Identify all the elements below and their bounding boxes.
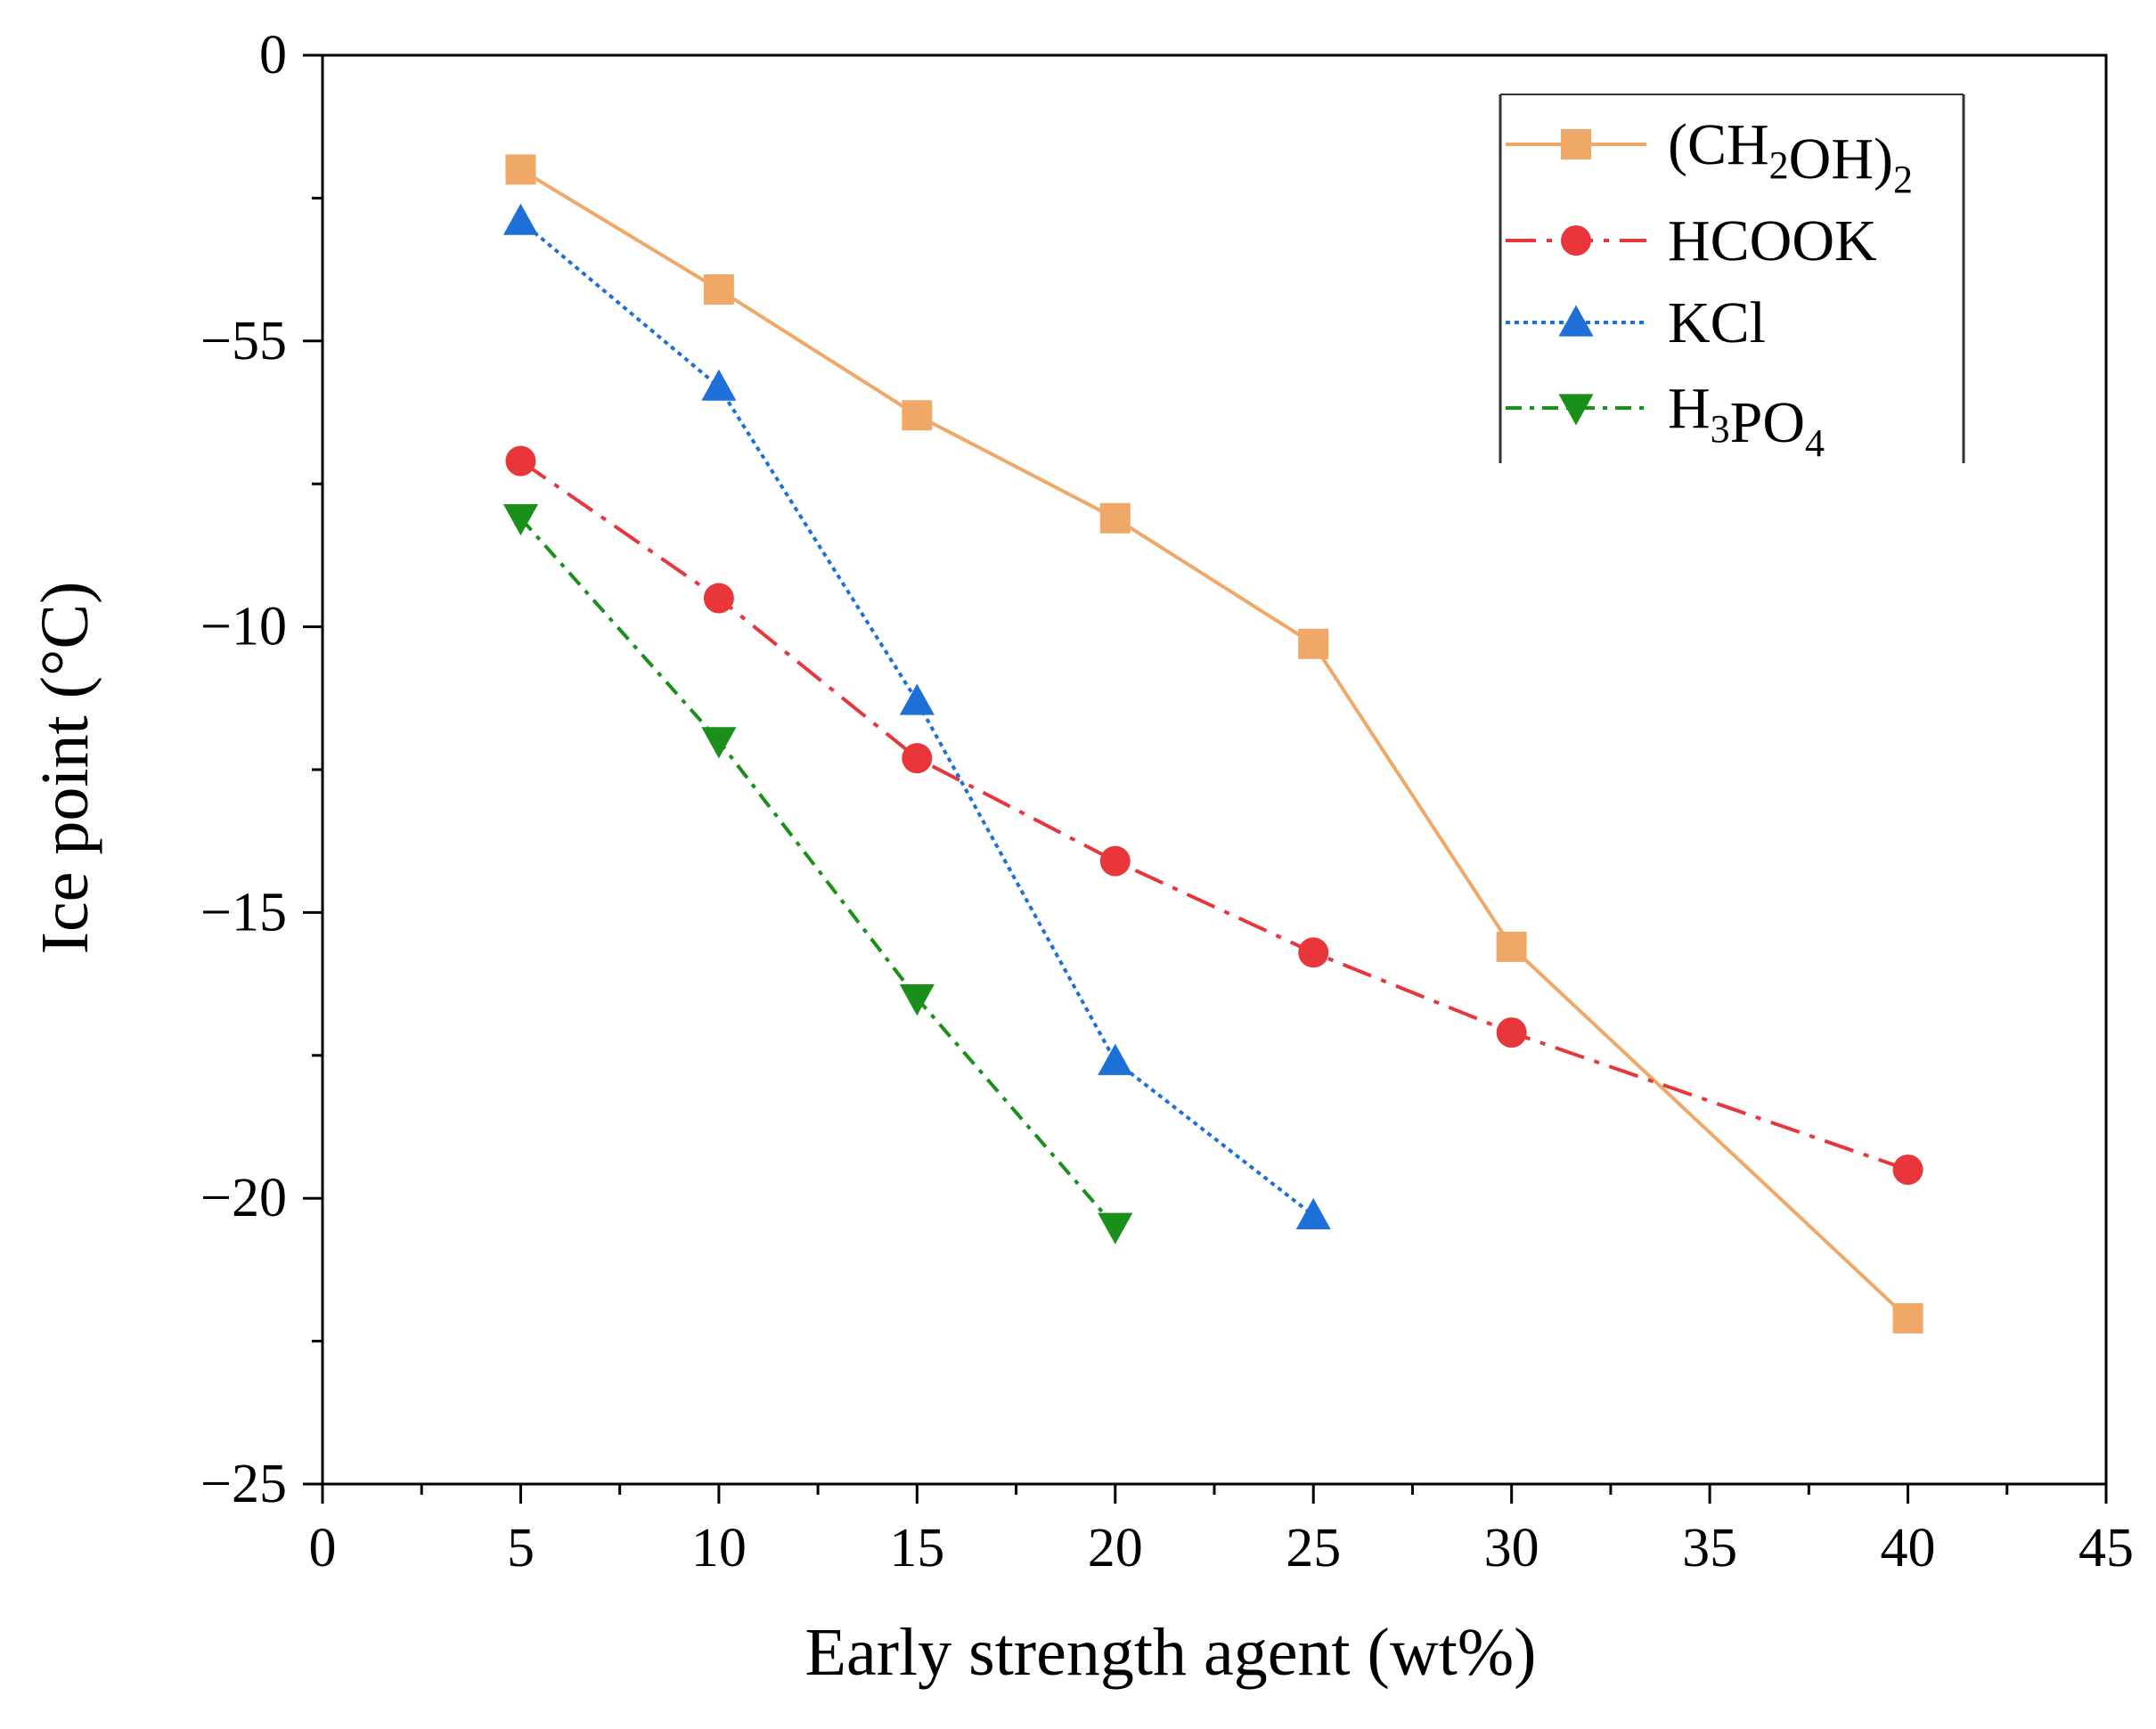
data-point [1496,931,1527,962]
data-point [1558,305,1594,337]
data-point [902,743,933,774]
y-tick-label: −25 [200,1454,287,1514]
data-point [1892,1302,1923,1333]
data-point [1298,628,1329,659]
x-axis-title: Early strength agent (wt%) [805,1615,1537,1690]
series--ch2oh-2 [505,154,1923,1333]
x-tick-label: 25 [1286,1518,1341,1578]
data-point [1561,129,1591,159]
data-point [703,274,734,306]
data-point [1098,1212,1133,1244]
x-tick-label: 40 [1881,1518,1936,1578]
y-tick-label: −20 [200,1168,287,1228]
y-tick-label: −10 [200,597,287,657]
series-h3po4 [502,504,1133,1244]
data-point [505,445,536,477]
y-tick-label: 0 [259,25,287,86]
series-hcook [505,445,1923,1186]
x-tick-label: 45 [2078,1518,2134,1578]
series-line [519,459,1909,1172]
legend-entry: HCOOK [1506,208,1877,273]
data-point [1558,394,1594,426]
x-tick-label: 30 [1484,1518,1539,1578]
data-point [902,400,933,431]
series-line [519,219,1315,1218]
x-tick-label: 0 [309,1518,337,1578]
data-point [1099,845,1131,877]
y-tick-label: −55 [200,311,287,371]
legend-entry: (CH2OH)2 [1506,112,1913,201]
x-tick-label: 35 [1682,1518,1737,1578]
data-point [703,583,734,614]
data-point [1295,1197,1331,1230]
data-point [701,727,737,759]
data-point [1561,225,1591,256]
legend-entry: H3PO4 [1506,376,1825,465]
data-point [899,984,935,1016]
x-tick-label: 15 [889,1518,944,1578]
data-point [701,369,737,401]
x-tick-label: 10 [691,1518,747,1578]
data-point [502,504,538,536]
legend-label: (CH2OH)2 [1668,112,1913,201]
data-point [1099,502,1131,534]
legend-label: HCOOK [1668,208,1877,273]
y-tick-label: −15 [200,882,287,942]
series-line [519,517,1117,1228]
data-point [502,203,538,235]
data-point [1892,1154,1923,1186]
data-point [1298,937,1329,968]
data-point [505,154,536,185]
legend-entry: KCl [1506,290,1766,355]
legend-label: H3PO4 [1668,376,1825,465]
x-tick-label: 20 [1088,1518,1143,1578]
data-point [899,683,935,715]
legend: (CH2OH)2 HCOOK KCl H3PO4 [1499,94,1965,465]
x-tick-label: 5 [507,1518,535,1578]
data-point [1098,1043,1133,1075]
legend-label: KCl [1668,290,1766,355]
series-kcl [502,203,1331,1230]
data-point [1496,1017,1527,1048]
y-axis-title: Ice point (°C) [28,582,102,955]
